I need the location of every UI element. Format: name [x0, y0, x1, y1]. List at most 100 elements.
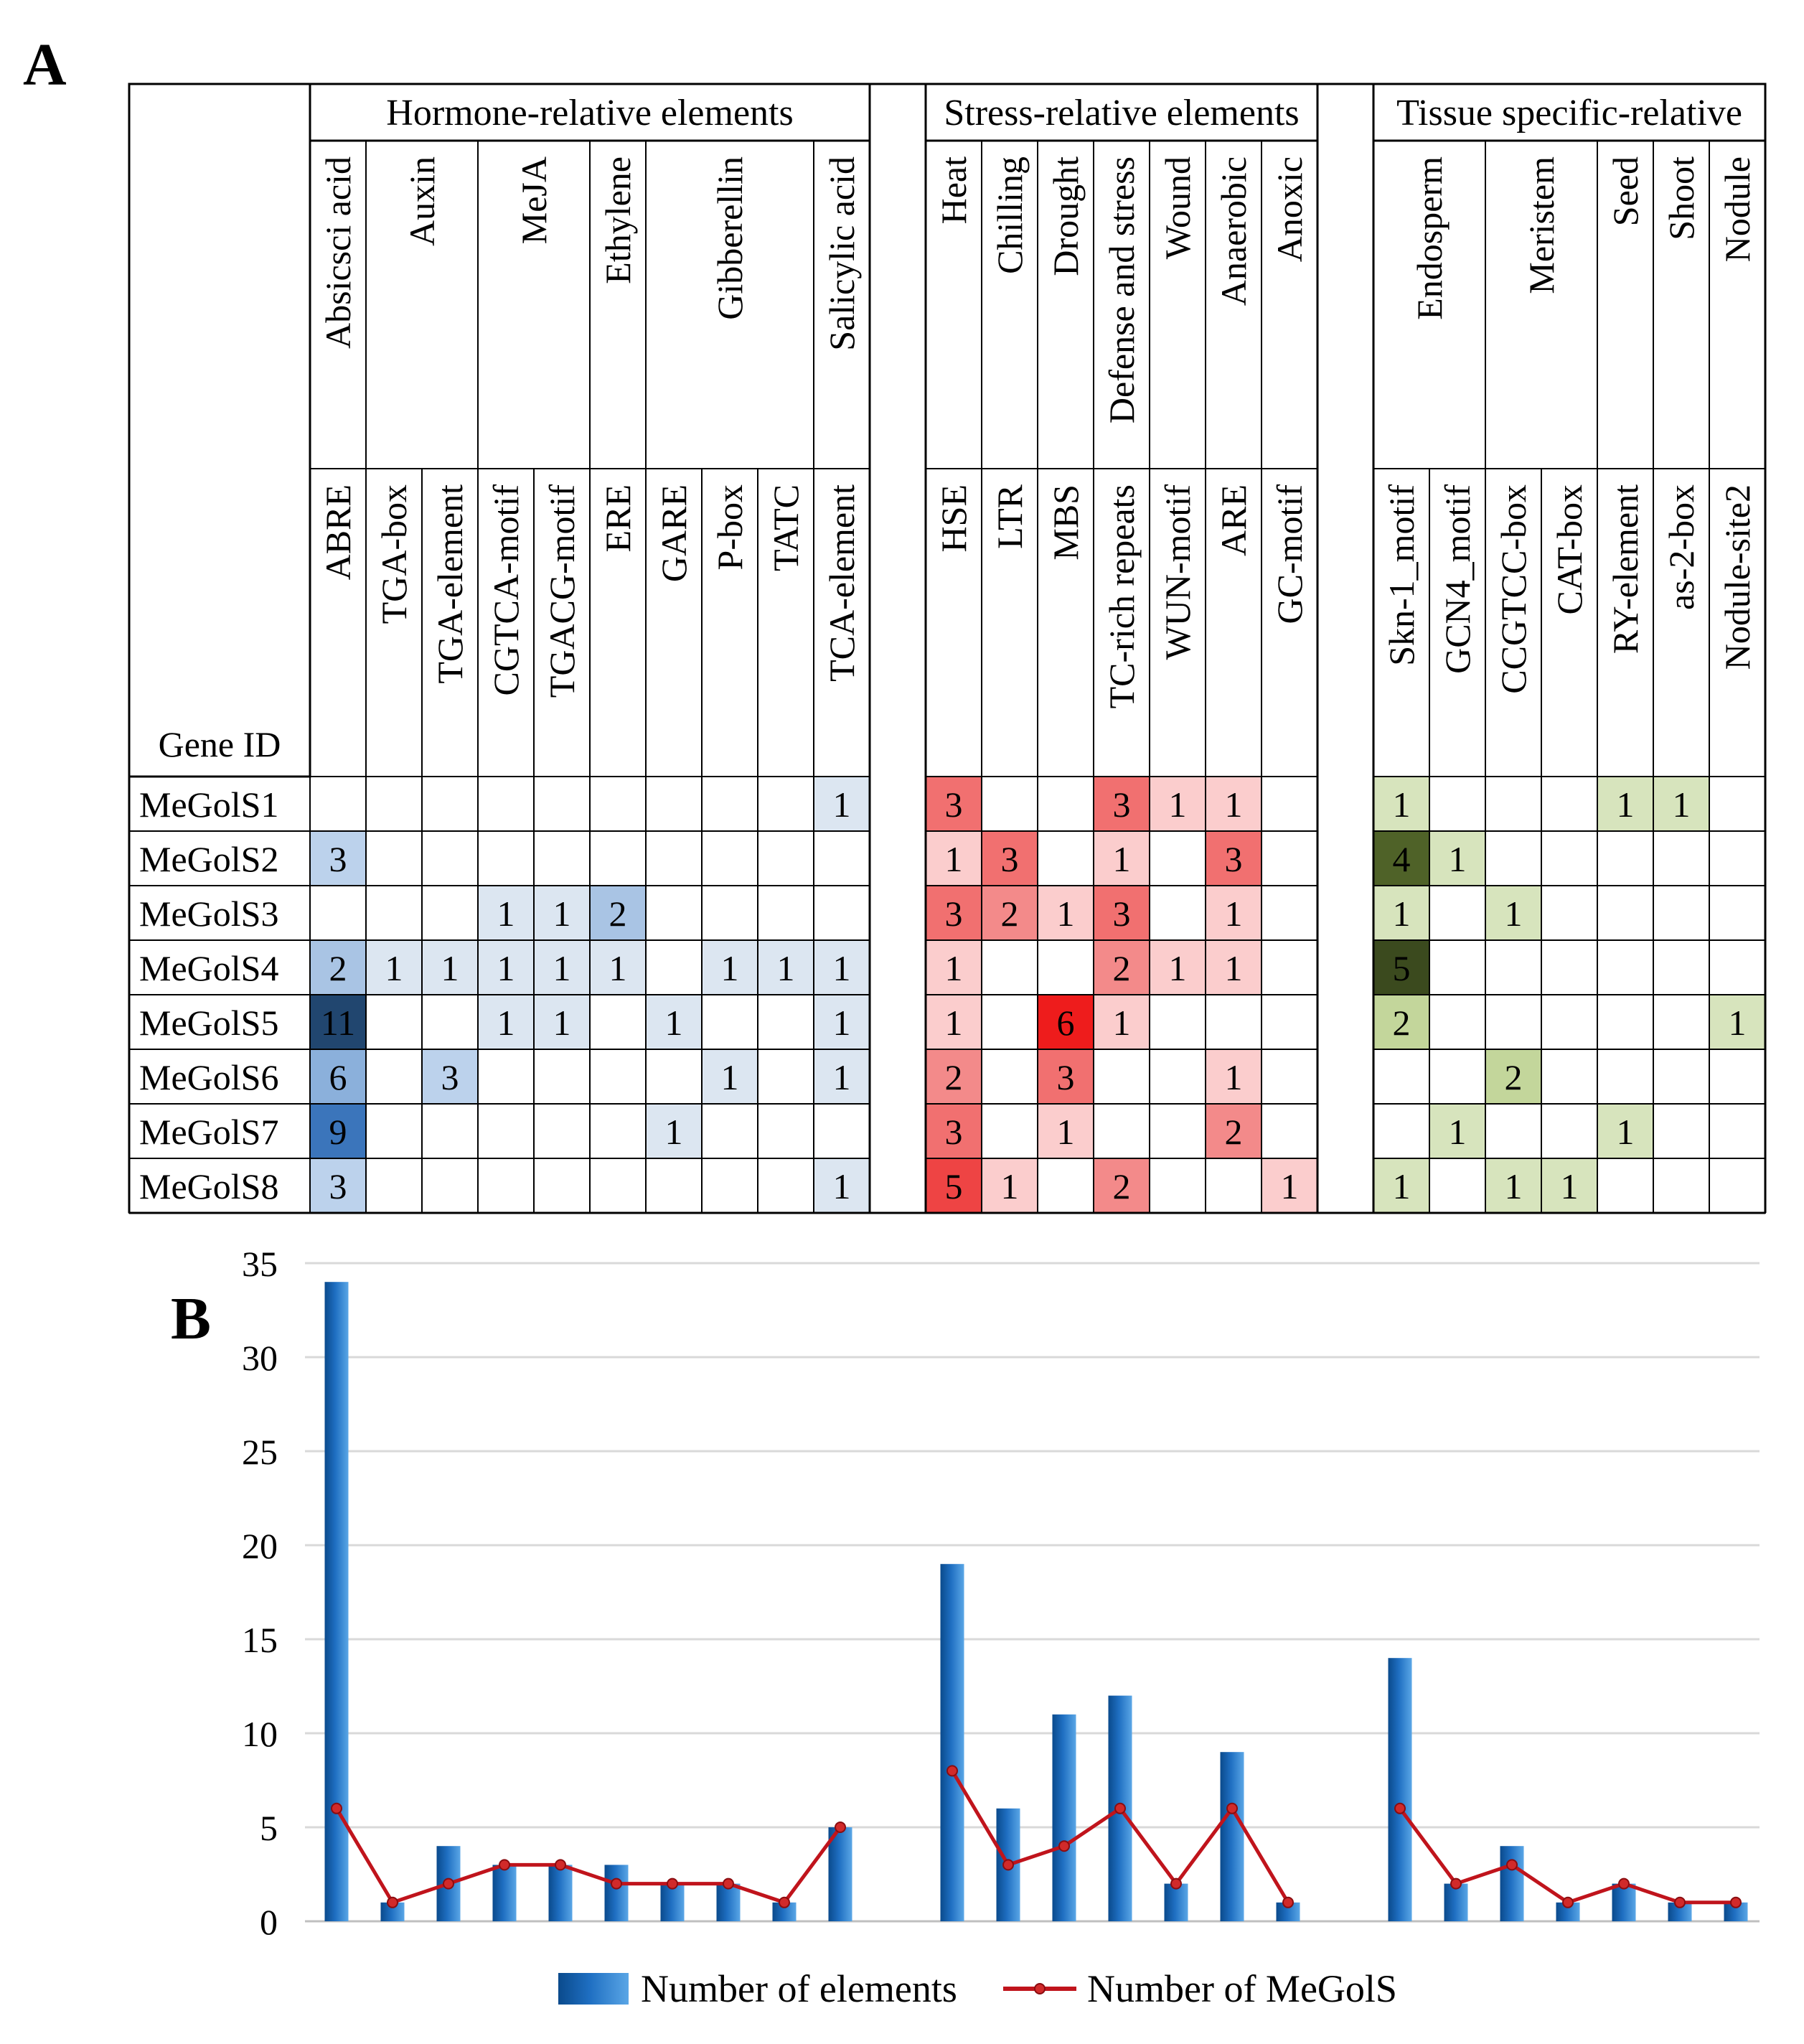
element-count-chart: 0 5 10 15 20 25 30 35 Number of elements Number o…: [242, 1244, 1760, 2010]
heatmap-cell-value: 1: [945, 839, 963, 879]
heatmap-cell-value: 1: [1113, 839, 1131, 879]
heatmap-cell-value: 2: [1505, 1057, 1523, 1097]
heatmap-cell: [1373, 1103, 1430, 1159]
heatmap-cell: [1597, 830, 1654, 886]
heatmap-cell-value: 3: [329, 839, 347, 879]
heatmap-cell: [1653, 830, 1710, 886]
element-header-label: ARE: [1213, 484, 1254, 556]
heatmap-cell-value: 1: [833, 948, 851, 988]
heatmap-cell: [813, 776, 870, 832]
heatmap-cell: [365, 1103, 423, 1159]
heatmap-cell: [1037, 939, 1094, 995]
heatmap-cell: [533, 885, 591, 941]
heatmap-cell: [589, 1049, 647, 1105]
heatmap-cell: [421, 1158, 479, 1214]
heatmap-cell: [477, 939, 535, 995]
heatmap-cell-value: 1: [1729, 1003, 1747, 1043]
heatmap-cell-value: 5: [945, 1166, 963, 1206]
heatmap-cell: [477, 830, 535, 886]
heatmap-cell: [1037, 1158, 1094, 1214]
bar: [1164, 1883, 1188, 1921]
megols-point: [1562, 1896, 1574, 1908]
heatmap-cell: [925, 1049, 982, 1105]
heatmap-cell: [309, 939, 367, 995]
heatmap-cell-value: 1: [1281, 1166, 1299, 1206]
heatmap-cell-value: 1: [945, 948, 963, 988]
heatmap-cell: [1485, 1049, 1542, 1105]
y-tick-label: 30: [242, 1338, 278, 1378]
panel-b-label: B: [171, 1285, 211, 1352]
megols-point: [1730, 1896, 1742, 1908]
category-header-label: Shoot: [1661, 156, 1701, 240]
element-header-label: CAT-box: [1549, 484, 1589, 615]
heatmap-cell-value: 1: [1001, 1166, 1019, 1206]
heatmap-cell-value: 1: [1393, 1166, 1411, 1206]
heatmap-cell: [477, 776, 535, 832]
element-header-label: Nodule-site2: [1717, 484, 1757, 670]
group-header-label: Stress-relative elements: [944, 93, 1299, 133]
heatmap-cell: [981, 939, 1038, 995]
heatmap-cell-value: 1: [1449, 839, 1467, 879]
element-header-label: Skn-1_motif: [1381, 484, 1422, 666]
heatmap-cell: [1373, 885, 1430, 941]
heatmap-cell: [981, 994, 1038, 1050]
heatmap-cell: [981, 830, 1038, 886]
y-tick-label: 5: [260, 1808, 278, 1848]
heatmap-cell-value: 2: [1393, 1003, 1411, 1043]
heatmap-cell: [1149, 994, 1206, 1050]
heatmap-cell-value: 3: [329, 1166, 347, 1206]
heatmap-cell: [309, 1103, 367, 1159]
heatmap-cell: [589, 1158, 647, 1214]
heatmap-cell: [477, 1049, 535, 1105]
heatmap-cell: [981, 1049, 1038, 1105]
element-header-label: CGTCA-motif: [486, 484, 526, 696]
heatmap-cell-value: 1: [441, 948, 459, 988]
heatmap-cell: [1541, 1103, 1598, 1159]
heatmap-cell: [1149, 939, 1206, 995]
category-header-label: Defense and stress: [1101, 156, 1142, 423]
heatmap-cell-value: 2: [945, 1057, 963, 1097]
heatmap-cell: [309, 776, 367, 832]
heatmap-cell: [757, 1158, 814, 1214]
heatmap-cell-value: 3: [441, 1057, 459, 1097]
megols-point: [1002, 1859, 1014, 1871]
category-header-label: Heat: [934, 156, 974, 224]
heatmap-cell: [1429, 994, 1486, 1050]
megols-point: [1114, 1802, 1126, 1814]
heatmap-cell-value: 2: [1113, 1166, 1131, 1206]
heatmap-cell: [1205, 1103, 1262, 1159]
heatmap-cell: [981, 1103, 1038, 1159]
heatmap-cell: [757, 1103, 814, 1159]
heatmap-cell: [1429, 939, 1486, 995]
heatmap-cell: [645, 885, 703, 941]
heatmap-cell: [1373, 1158, 1430, 1214]
heatmap-cell: [421, 885, 479, 941]
heatmap-cell: [365, 885, 423, 941]
heatmap-cell: [1261, 994, 1318, 1050]
heatmap-cell: [1541, 830, 1598, 886]
megols-point: [1450, 1877, 1462, 1890]
heatmap-cell-value: 1: [833, 1057, 851, 1097]
element-header-label: GCN4_motif: [1437, 484, 1478, 674]
heatmap-cell: [1485, 1158, 1542, 1214]
heatmap-cell: [1653, 1103, 1710, 1159]
heatmap-cell: [1485, 939, 1542, 995]
element-header-label: CCGTCC-box: [1493, 484, 1533, 694]
megols-point: [443, 1877, 454, 1890]
heatmap-cell: [421, 939, 479, 995]
heatmap-cell: [645, 830, 703, 886]
heatmap-cell: [309, 885, 367, 941]
heatmap-cell: [925, 776, 982, 832]
category-header-label: Absicsci acid: [318, 156, 358, 349]
heatmap-cell-value: 1: [665, 1112, 683, 1152]
heatmap-cell-value: 4: [1393, 839, 1411, 879]
heatmap-cell: [1485, 994, 1542, 1050]
megols-point: [387, 1896, 398, 1908]
heatmap-cell: [1373, 1049, 1430, 1105]
heatmap-cell: [757, 994, 814, 1050]
legend-line-marker: [1034, 1983, 1046, 1994]
category-header-label: MeJA: [514, 156, 554, 244]
element-header-label: GC-motif: [1269, 484, 1310, 624]
megols-point: [779, 1896, 790, 1908]
bar: [604, 1865, 629, 1921]
